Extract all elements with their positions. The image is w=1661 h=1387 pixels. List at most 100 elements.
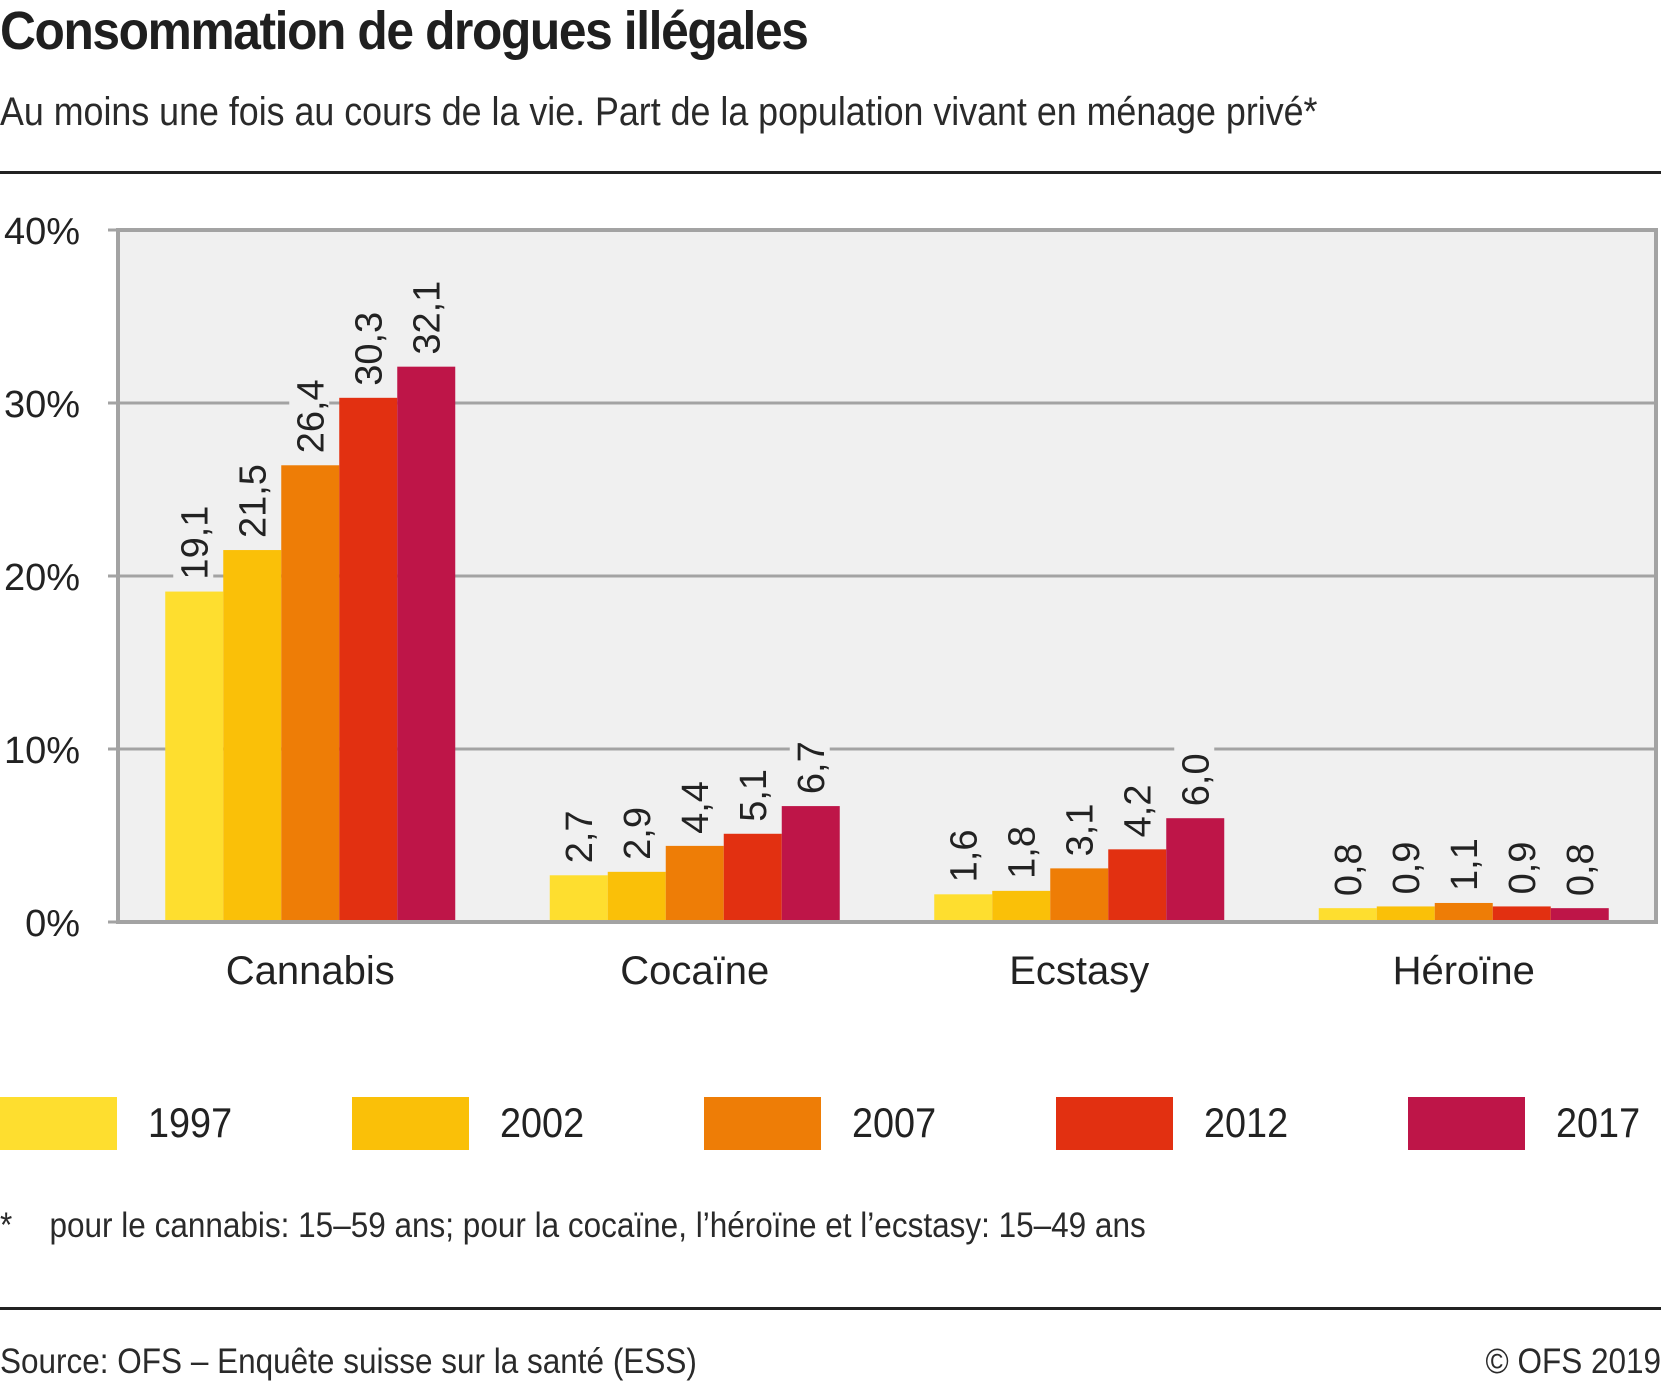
value-label: 6,0 [1175, 753, 1217, 806]
value-label: 19,1 [174, 506, 216, 580]
legend-label: 2002 [500, 1099, 585, 1146]
value-label: 1,6 [943, 829, 985, 882]
value-label-2007-cannabis: 26,4 [289, 369, 332, 458]
bar-chart: 19,1 21,5 26,4 30,3 32,1 2,7 2,9 4,4 5,1 6,7 1,6 1,… [4, 211, 1658, 993]
copyright-note: © OFS 2019 [1485, 1342, 1661, 1381]
bar-cocaïne-1997 [549, 875, 608, 922]
top-divider [0, 171, 1661, 174]
value-label-bg [1500, 830, 1541, 899]
value-label-bg [942, 818, 983, 887]
value-label-bg [673, 769, 714, 838]
value-label: 26,4 [290, 379, 332, 453]
value-label: 2,7 [559, 810, 601, 863]
legend-swatch [352, 1097, 469, 1150]
x-category-label: Cocaïne [620, 949, 769, 993]
value-label-2002-cannabis: 21,5 [231, 454, 274, 543]
value-label-2017-cocaïne: 6,7 [789, 730, 833, 799]
value-label-1997-héroïne: 0,8 [1326, 832, 1370, 901]
value-label: 0,9 [1386, 842, 1428, 895]
legend-swatch [1056, 1097, 1173, 1150]
bar-cannabis-1997 [165, 591, 224, 922]
bar-cannabis-2007 [281, 465, 340, 922]
bar-cocaïne-2017 [781, 806, 840, 922]
bar-cannabis-2002 [223, 550, 282, 922]
value-label: 4,4 [675, 781, 717, 834]
legend-swatch [1408, 1097, 1525, 1150]
x-category-label: Ecstasy [1009, 949, 1149, 993]
value-label-2002-ecstasy: 1,8 [1000, 814, 1043, 883]
value-label: 1,1 [1444, 838, 1486, 891]
value-label-bg [731, 757, 772, 826]
legend-label: 2017 [1556, 1099, 1641, 1146]
legend-label: 2012 [1204, 1099, 1289, 1146]
x-category-label: Héroïne [1393, 949, 1535, 993]
value-label-2002-héroïne: 0,9 [1384, 830, 1428, 899]
bar-cocaïne-2007 [665, 845, 724, 922]
value-label-2012-héroïne: 0,9 [1500, 830, 1544, 899]
chart-subtitle: Au moins une fois au cours de la vie. Pa… [0, 90, 1318, 134]
bar-cannabis-2017 [397, 366, 456, 922]
x-category-label: Cannabis [226, 949, 395, 993]
value-label-2012-ecstasy: 4,2 [1116, 773, 1159, 842]
value-label: 6,7 [791, 741, 833, 794]
bottom-divider [0, 1307, 1661, 1310]
value-label-bg [231, 454, 272, 543]
value-label-bg [1442, 826, 1483, 895]
value-label-2007-ecstasy: 3,1 [1058, 792, 1101, 861]
value-label: 32,1 [406, 281, 448, 355]
value-label-bg [405, 270, 446, 359]
value-label-2017-cannabis: 32,1 [405, 270, 448, 359]
value-label-bg [289, 369, 330, 458]
legend-label: 1997 [148, 1099, 233, 1146]
value-label: 5,1 [733, 769, 775, 822]
source-note: Source: OFS – Enquête suisse sur la sant… [0, 1342, 697, 1381]
value-label: 2,9 [617, 807, 659, 860]
legend-label: 2007 [852, 1099, 937, 1146]
value-label-2007-héroïne: 1,1 [1442, 826, 1486, 895]
y-tick-label: 30% [4, 384, 80, 426]
legend-swatch [0, 1097, 117, 1150]
value-label: 1,8 [1001, 826, 1043, 879]
bar-héroïne-2017 [1550, 908, 1609, 922]
bar-héroïne-1997 [1318, 908, 1377, 922]
bar-ecstasy-2012 [1108, 849, 1167, 922]
bar-héroïne-2002 [1376, 906, 1435, 922]
value-label-2007-cocaïne: 4,4 [673, 769, 717, 838]
bar-héroïne-2012 [1492, 906, 1551, 922]
bar-ecstasy-2002 [992, 890, 1051, 922]
bar-ecstasy-2007 [1050, 868, 1109, 922]
value-label: 3,1 [1059, 804, 1101, 857]
y-tick-label: 10% [4, 730, 80, 772]
value-label: 0,8 [1328, 843, 1370, 896]
value-label-bg [557, 799, 598, 868]
footnote-mark: * [0, 1206, 13, 1245]
value-label-bg [1384, 830, 1425, 899]
value-label-2012-cannabis: 30,3 [347, 301, 390, 390]
value-label-bg [1174, 742, 1215, 811]
bar-cannabis-2012 [339, 397, 398, 922]
value-label-2012-cocaïne: 5,1 [731, 757, 775, 826]
value-label-bg [1558, 832, 1599, 901]
bar-ecstasy-2017 [1166, 818, 1225, 922]
value-label: 4,2 [1117, 785, 1159, 838]
footnote-text: pour le cannabis: 15–59 ans; pour la coc… [49, 1206, 1146, 1245]
value-label-2002-cocaïne: 2,9 [615, 795, 659, 864]
y-tick-label: 40% [4, 211, 80, 253]
value-label: 0,8 [1560, 843, 1602, 896]
value-label: 30,3 [348, 312, 390, 386]
y-tick-label: 0% [25, 903, 80, 945]
value-label-2017-héroïne: 0,8 [1558, 832, 1602, 901]
bar-cocaïne-2002 [607, 871, 666, 922]
chart-title: Consommation de drogues illégales [0, 1, 809, 61]
value-label-bg [1000, 814, 1041, 883]
bar-cocaïne-2012 [723, 833, 782, 922]
value-label-bg [347, 301, 388, 390]
bar-héroïne-2007 [1434, 902, 1493, 922]
footnote: * pour le cannabis: 15–59 ans; pour la co… [0, 1206, 1146, 1246]
value-label-1997-cannabis: 19,1 [173, 495, 216, 584]
value-label-bg [1326, 832, 1367, 901]
value-label-1997-ecstasy: 1,6 [942, 818, 985, 887]
value-label-bg [789, 730, 830, 799]
legend-swatch [704, 1097, 821, 1150]
bar-ecstasy-1997 [934, 894, 993, 922]
